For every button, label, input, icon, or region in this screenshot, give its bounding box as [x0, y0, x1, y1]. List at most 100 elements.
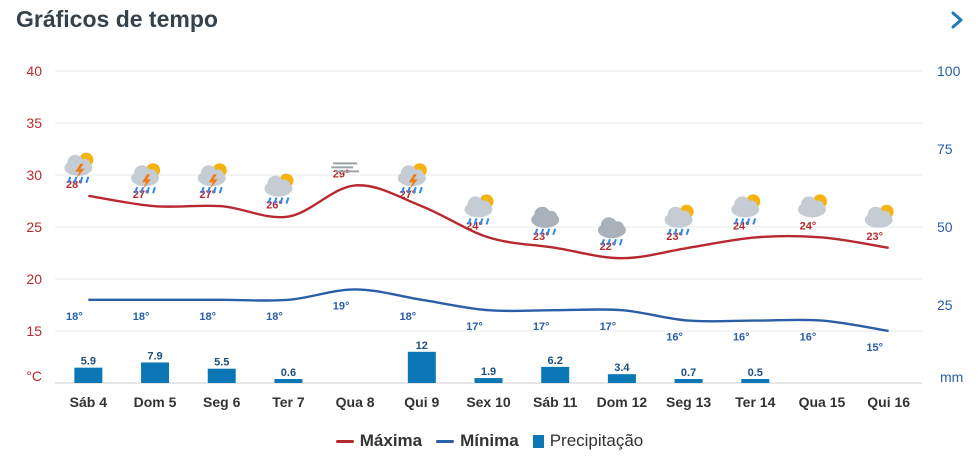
rain-drop [79, 176, 84, 184]
rain-drop [612, 238, 617, 246]
y-right-tick-label: 75 [937, 141, 953, 157]
x-category-label: Dom 5 [134, 394, 177, 410]
legend-label-precip: Precipitação [549, 431, 644, 450]
rain-drop [134, 186, 138, 194]
legend-item-min[interactable]: Mínima [436, 431, 519, 451]
legend-item-max[interactable]: Máxima [335, 431, 423, 451]
cloud-shape [278, 179, 291, 192]
cloud-shape [811, 200, 824, 213]
chart-legend: Máxima Mínima Precipitação [0, 429, 979, 453]
rain-drop [667, 228, 672, 236]
precip-bar [274, 379, 303, 383]
rain-drop [273, 197, 278, 204]
rain-drop [473, 218, 478, 225]
precip-value-label: 3.4 [614, 362, 630, 374]
rain-drop [285, 197, 290, 204]
max-temp-label: 24° [800, 220, 817, 232]
max-temp-label: 27° [399, 189, 416, 201]
precip-value-label: 0.5 [748, 367, 763, 379]
min-temp-label: 18° [66, 311, 83, 323]
cloud-shape [878, 210, 891, 223]
cloud-rain-icon [597, 217, 626, 246]
weather-chart: 15 20 25 30 35 40 °C 25 50 75 100 mm 5.9 7.9 5.5 0.6 12 1… [26, 63, 963, 410]
lightning-bolt [75, 163, 85, 179]
cloud-shape [545, 210, 558, 223]
y-left-unit-label: °C [26, 368, 42, 384]
rain-drop [406, 186, 411, 194]
sun-cloud-icon [797, 194, 827, 218]
rain-drop [600, 238, 605, 246]
rain-drop [685, 228, 690, 236]
min-temp-label: 18° [133, 311, 150, 323]
max-temp-label: 24° [466, 220, 483, 232]
precip-bar [74, 367, 103, 383]
rain-drop [418, 186, 423, 194]
max-temp-label: 27° [199, 189, 216, 201]
rain-drop [146, 186, 150, 194]
lightning-bolt [408, 174, 418, 190]
x-category-label: Sáb 11 [533, 394, 578, 410]
cloud-shape [411, 169, 424, 182]
rain-drop [673, 228, 678, 236]
precip-bar [207, 368, 236, 383]
thunder-rain-icon [64, 152, 94, 184]
x-category-label: Qui 9 [404, 394, 439, 410]
rain-drop [279, 197, 284, 204]
y-left-tick-label: 20 [26, 271, 42, 287]
chevron-right-icon[interactable] [949, 10, 965, 30]
rain-drop [73, 176, 78, 184]
max-temp-line [88, 184, 889, 260]
rain-drop [412, 186, 417, 194]
rain-drop [212, 186, 217, 194]
rain-drop [746, 218, 751, 225]
rain-drop [67, 176, 72, 184]
lightning-bolt [208, 174, 218, 190]
max-temp-label: 22° [600, 241, 617, 253]
max-temp-label: 24° [733, 220, 750, 232]
precip-value-label: 6.2 [548, 355, 563, 367]
precip-value-label: 0.7 [681, 367, 696, 379]
x-category-label: Dom 12 [597, 394, 648, 410]
precip-bar [741, 379, 770, 383]
min-temp-label: 19° [333, 300, 350, 312]
thunder-rain-icon [197, 163, 227, 194]
rain-drop [140, 186, 144, 194]
min-temp-label: 18° [399, 311, 416, 323]
precip-bar [141, 362, 170, 383]
rain-drop [218, 186, 223, 194]
min-temp-label: 16° [733, 332, 750, 344]
rain-drop [479, 218, 484, 225]
thunder-rain-icon [131, 163, 161, 194]
cloud-shape [611, 221, 624, 234]
cloud-shape [678, 210, 691, 223]
precip-value-label: 12 [416, 340, 428, 352]
rain-drop [200, 186, 205, 194]
legend-label-max: Máxima [359, 431, 423, 450]
cloud-shape [145, 169, 158, 182]
rain-drop [752, 218, 757, 225]
rain-drop [400, 186, 405, 194]
max-temp-label: 27° [133, 189, 150, 201]
y-right-tick-label: 25 [937, 297, 953, 313]
precip-bar [407, 351, 436, 383]
sun-cloud-rain-icon [264, 173, 294, 204]
min-temp-label: 17° [600, 321, 617, 333]
y-left-tick-label: 35 [26, 115, 42, 131]
page-title: Gráficos de tempo [16, 6, 218, 32]
rain-drop [546, 228, 551, 236]
y-left-tick-label: 25 [26, 219, 42, 235]
rain-drop [540, 228, 545, 236]
max-temp-label: 23° [666, 231, 683, 243]
rain-drop [85, 176, 90, 184]
rain-drop [618, 238, 623, 246]
sun-cloud-rain-icon [731, 194, 761, 225]
min-temp-label: 16° [666, 332, 683, 344]
lightning-bolt [142, 174, 152, 190]
rain-drop [206, 186, 211, 194]
max-temp-label: 23° [533, 231, 550, 243]
legend-item-precip[interactable]: Precipitação [532, 431, 644, 451]
cloud-shape [78, 158, 91, 171]
max-temp-label: 29° [333, 168, 350, 180]
x-category-label: Qui 16 [867, 394, 910, 410]
cloud-rain-icon [531, 206, 560, 236]
